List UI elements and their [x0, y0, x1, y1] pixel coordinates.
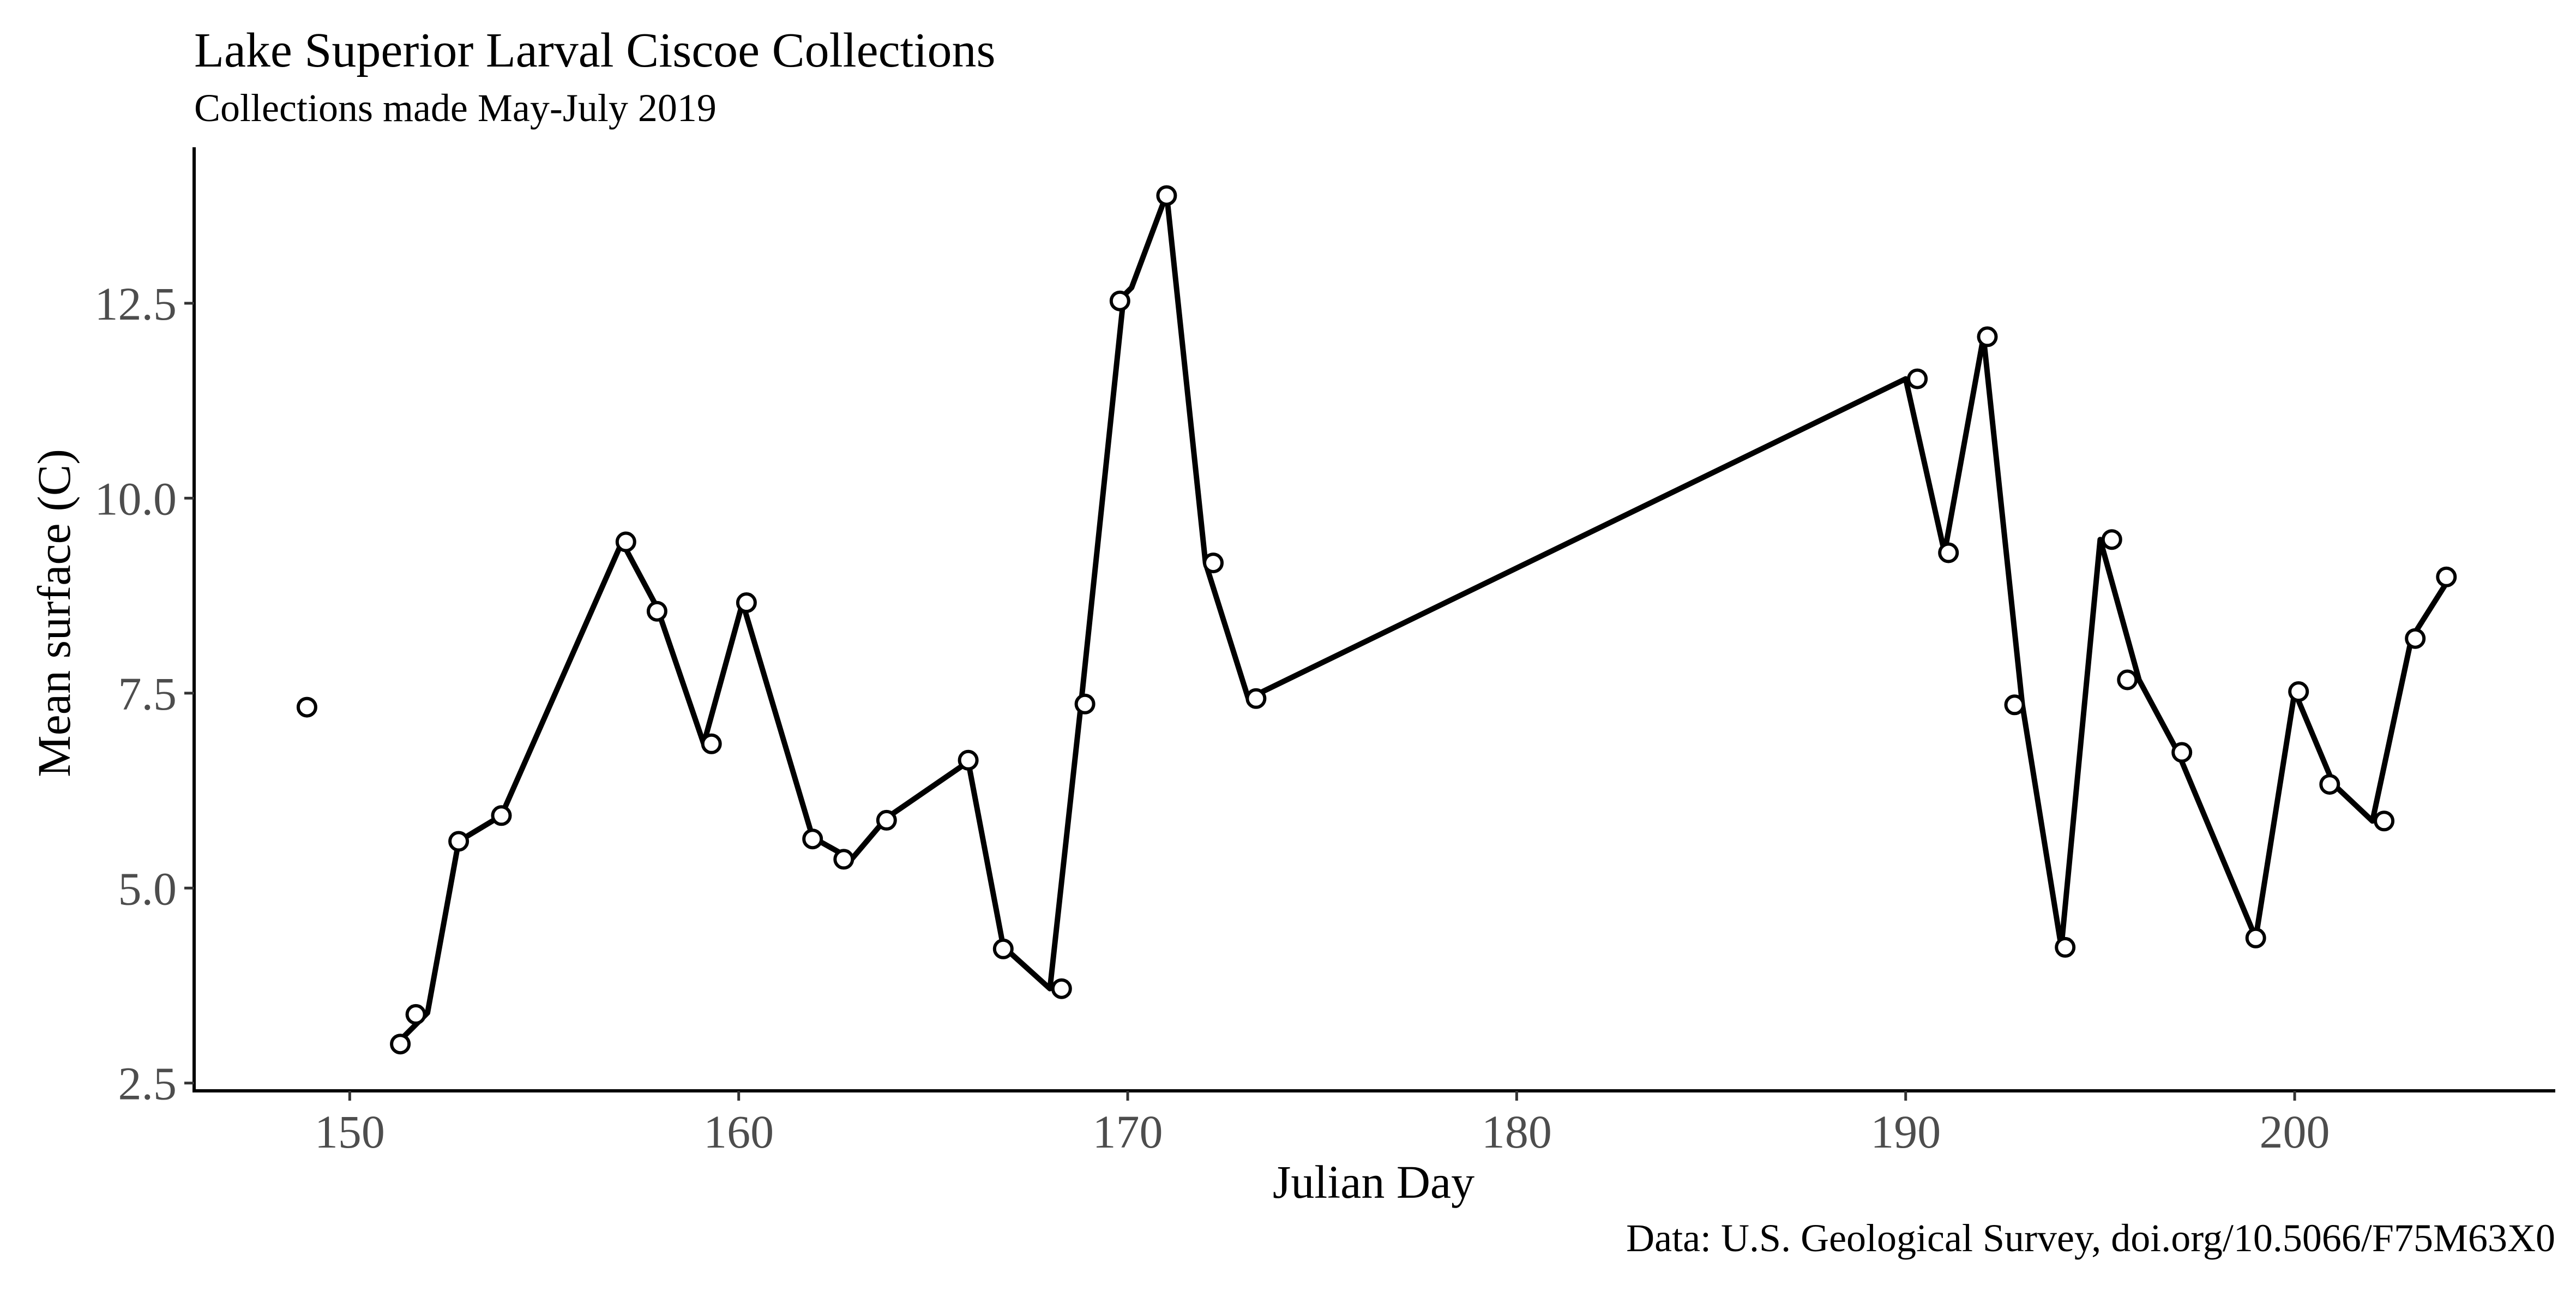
y-tick-label: 5.0: [118, 862, 177, 915]
series-points: [296, 185, 2457, 1055]
series-line-group: [394, 191, 2453, 1046]
data-point: [701, 733, 722, 754]
ticks: 150 160 170 180 190 200 2.5 5.0 7.5 10.0 12.5: [95, 278, 2330, 1158]
data-point: [833, 849, 854, 870]
x-tick-label: 180: [1482, 1106, 1552, 1158]
caption: Data: U.S. Geological Survey, doi.org/10…: [1626, 1216, 2555, 1260]
data-point: [2319, 774, 2340, 795]
data-point: [2101, 529, 2122, 550]
data-point: [405, 1004, 426, 1025]
data-point: [1156, 185, 1177, 206]
x-tick-label: 190: [1870, 1106, 1941, 1158]
y-tick-label: 12.5: [95, 278, 177, 330]
data-point: [2245, 927, 2266, 948]
data-point: [1074, 693, 1096, 714]
data-point: [2436, 566, 2457, 587]
x-axis-title: Julian Day: [1273, 1156, 1474, 1208]
data-point: [2405, 628, 2426, 649]
data-point: [2004, 694, 2025, 716]
data-point: [958, 749, 979, 771]
data-point: [2055, 936, 2076, 958]
data-point: [615, 531, 636, 553]
data-point: [1245, 688, 1267, 709]
x-tick-label: 170: [1093, 1106, 1163, 1158]
data-point: [1051, 978, 1072, 999]
y-tick-label: 7.5: [118, 668, 177, 720]
y-tick-label: 10.0: [95, 472, 177, 525]
data-point: [390, 1034, 411, 1055]
data-point: [2117, 669, 2138, 690]
data-point: [736, 592, 757, 613]
chart-title: Lake Superior Larval Ciscoe Collections: [194, 23, 996, 77]
data-point: [646, 601, 667, 622]
data-point: [876, 809, 897, 831]
data-point: [1938, 542, 1959, 563]
data-point: [802, 828, 823, 850]
data-point: [296, 696, 317, 718]
y-tick-label: 2.5: [118, 1058, 177, 1110]
data-point: [1977, 326, 1998, 347]
chart-subtitle: Collections made May-July 2019: [194, 86, 717, 130]
data-point: [2374, 810, 2395, 832]
x-tick-label: 150: [315, 1106, 385, 1158]
axes: [192, 147, 2555, 1092]
data-point: [2288, 681, 2309, 702]
data-point: [2171, 742, 2193, 763]
x-tick-label: 200: [2260, 1106, 2330, 1158]
data-point: [1203, 553, 1224, 574]
y-axis-title: Mean surface (C): [28, 449, 80, 777]
data-point: [448, 831, 470, 852]
data-point: [1907, 368, 1928, 389]
data-point: [1109, 290, 1130, 311]
x-tick-label: 160: [703, 1106, 774, 1158]
series-line: [394, 191, 2453, 1046]
data-point: [992, 938, 1014, 959]
data-point: [491, 805, 512, 826]
